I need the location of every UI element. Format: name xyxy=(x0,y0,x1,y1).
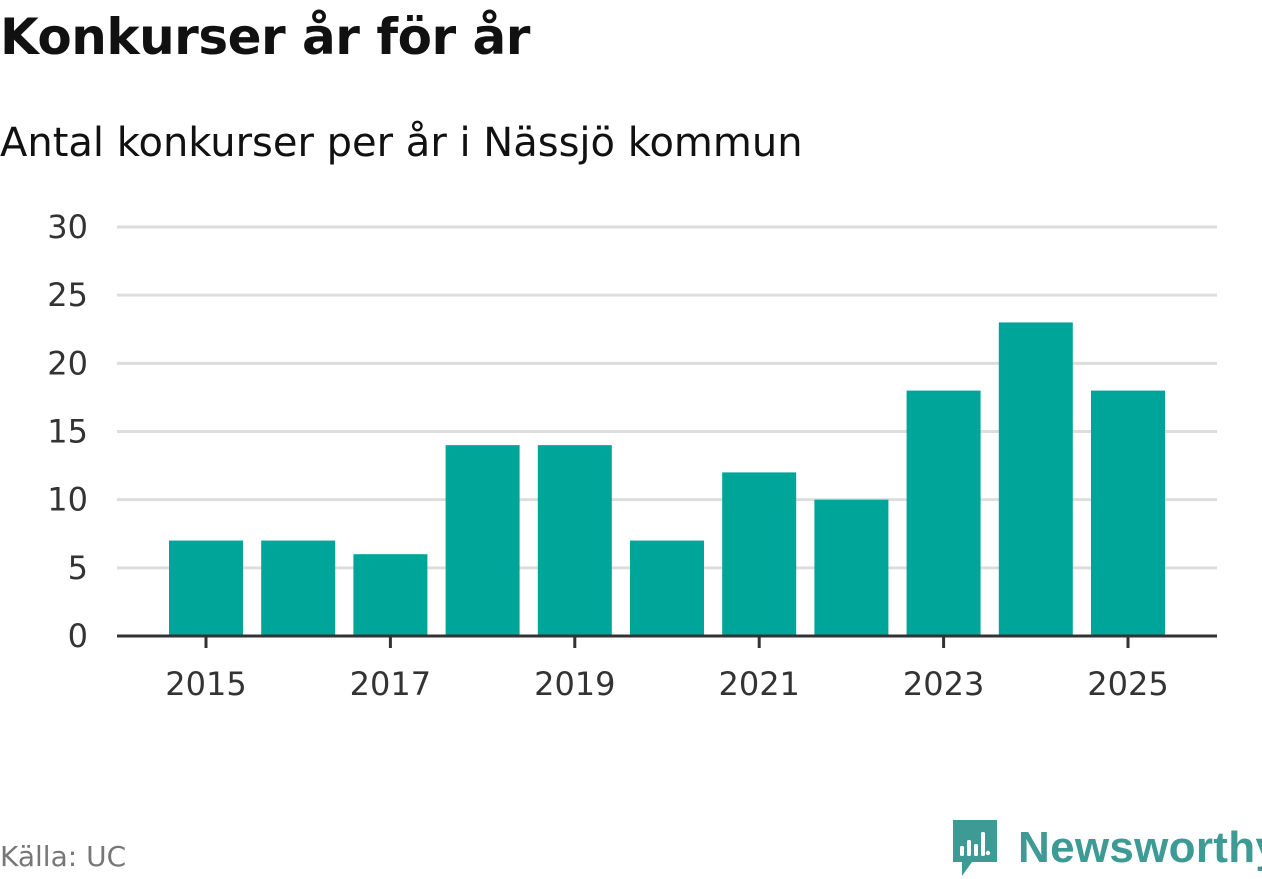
x-tick-label: 2017 xyxy=(350,665,431,703)
bar xyxy=(445,445,520,636)
bar xyxy=(537,445,612,636)
source-note: Källa: UC xyxy=(0,840,127,873)
chart-title: Konkurser år för år xyxy=(0,8,530,66)
bar xyxy=(998,322,1073,636)
y-tick-label: 20 xyxy=(47,344,88,382)
y-tick-label: 30 xyxy=(47,208,88,246)
brand-name: Newsworthy xyxy=(1018,823,1262,872)
y-tick-label: 25 xyxy=(47,276,88,314)
newsworthy-logo-icon xyxy=(953,820,997,876)
x-tick-label: 2025 xyxy=(1087,665,1168,703)
x-tick-label: 2021 xyxy=(718,665,799,703)
bar xyxy=(906,390,981,636)
bar xyxy=(353,554,428,636)
bars xyxy=(169,322,1165,636)
bar xyxy=(814,499,889,636)
y-tick-label: 15 xyxy=(47,413,88,451)
bar xyxy=(169,540,243,636)
y-tick-label: 5 xyxy=(68,549,88,587)
bar xyxy=(630,540,704,636)
y-tick-label: 10 xyxy=(47,481,88,519)
x-tick-label: 2015 xyxy=(165,665,246,703)
bar xyxy=(1091,390,1165,636)
brand-logo: Newsworthy xyxy=(950,818,1262,878)
bar xyxy=(261,540,336,636)
x-tick-label: 2019 xyxy=(534,665,615,703)
y-tick-label: 0 xyxy=(68,617,88,655)
chart-subtitle: Antal konkurser per år i Nässjö kommun xyxy=(0,120,803,166)
x-tick-label: 2023 xyxy=(903,665,984,703)
bar xyxy=(722,472,797,636)
